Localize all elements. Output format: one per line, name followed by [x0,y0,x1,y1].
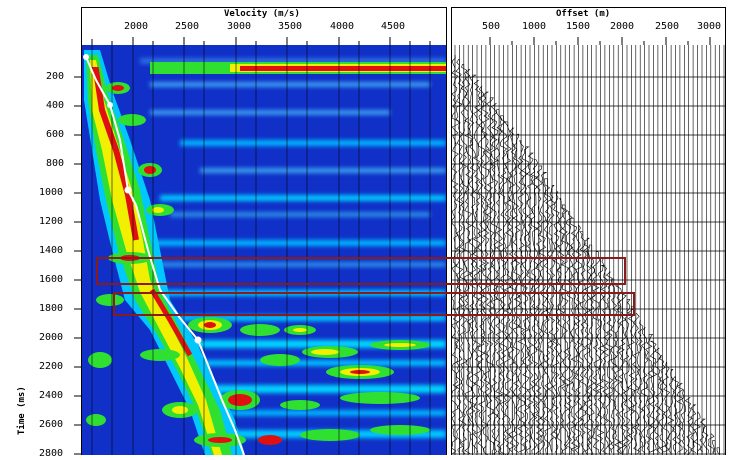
time-tick: 1000 [39,187,64,198]
trace-wiggle [645,334,654,455]
trace-wiggle [473,80,482,453]
trace-wiggle [512,133,521,453]
highlight-box-lower[interactable] [113,292,635,316]
trace-wiggle [690,404,697,454]
velocity-axis-title: Velocity (m/s) [224,9,300,19]
trace-wiggle [486,97,495,455]
trace-wiggle [632,313,640,455]
trace-wiggle [583,237,592,455]
semblance-top-event [150,62,446,74]
trace-wiggle [517,140,525,453]
time-tick: 1200 [39,216,64,227]
time-tick: 2600 [39,419,64,430]
trace-wiggle [530,159,539,454]
velocity-pick-points[interactable] [83,54,202,344]
seismic-traces [454,45,725,455]
trace-wiggle [627,306,636,454]
trace-wiggle [600,265,609,455]
time-tick-marks [74,76,82,455]
trace-wiggle [658,355,666,455]
trace-wiggle [455,59,464,453]
velocity-tick: 3500 [278,21,303,32]
trace-wiggle [693,411,702,454]
trace-wiggle [495,109,504,455]
trace-wiggle [570,217,579,453]
trace-wiggle [561,204,570,455]
trace-wiggle [526,152,534,454]
velocity-tick: 2500 [175,21,200,32]
time-tick: 2200 [39,361,64,372]
trace-wiggle [672,376,679,455]
trace-wiggle [503,121,512,455]
time-tick: 2400 [39,390,64,401]
trace-wiggle [452,54,459,455]
trace-wiggle [702,425,710,454]
time-tick: 400 [46,100,65,111]
trace-wiggle [468,74,477,454]
highlight-box-upper[interactable] [96,257,626,285]
trace-wiggle [508,127,517,453]
trace-wiggle [521,146,530,453]
trace-wiggle [565,211,574,455]
offset-tick: 1500 [566,21,591,32]
velocity-tick: 3000 [227,21,252,32]
velocity-tick: 2000 [124,21,149,32]
trace-wiggle [680,390,688,454]
time-tick: 2800 [39,448,64,459]
trace-wiggle [641,327,649,454]
velocity-pick-line[interactable] [85,56,245,455]
time-tick: 200 [46,71,65,82]
trace-wiggle [587,244,596,455]
trace-wiggle [477,85,486,453]
offset-axis-title: Offset (m) [556,9,611,19]
trace-wiggle [535,165,543,455]
trace-wiggle [667,369,675,454]
velocity-tick: 4000 [330,21,355,32]
trace-wiggle [557,198,565,454]
time-tick: 800 [46,158,65,169]
offset-tick: 2000 [610,21,635,32]
trace-wiggle [578,231,587,454]
semblance-grid [91,45,431,455]
offset-tick: 3000 [697,21,722,32]
time-tick: 1800 [39,303,64,314]
time-tick: 1600 [39,274,64,285]
time-tick: 600 [46,129,65,140]
trace-wiggle [623,299,631,453]
trace-wiggle [596,258,605,454]
time-tick: 1400 [39,245,64,256]
gather-time-grid [452,76,725,455]
trace-wiggle [605,271,614,453]
semblance-panel[interactable] [82,45,446,455]
offset-tick: 2500 [655,21,680,32]
trace-wiggle [716,447,720,454]
velocity-tick-marks [91,37,431,45]
trace-wiggle [662,362,671,453]
trace-wiggle [654,347,662,454]
trace-wiggle [539,172,548,455]
offset-tick: 1000 [522,21,547,32]
trace-wiggle [552,191,561,453]
trace-wiggle [481,91,490,455]
offset-gather-panel[interactable] [452,45,726,455]
offset-tick-marks [489,37,711,45]
trace-wiggle [574,224,583,454]
trace-wiggle [592,251,600,453]
trace-wiggle [548,185,556,453]
trace-wiggle [636,320,644,453]
time-tick: 2000 [39,332,64,343]
trace-wiggle [618,292,627,455]
trace-wiggle [649,340,658,453]
trace-wiggle [712,440,716,453]
trace-wiggle [609,278,618,453]
offset-tick: 500 [482,21,501,32]
trace-wiggle [699,418,706,453]
velocity-tick: 4500 [381,21,406,32]
trace-wiggle [676,383,684,453]
